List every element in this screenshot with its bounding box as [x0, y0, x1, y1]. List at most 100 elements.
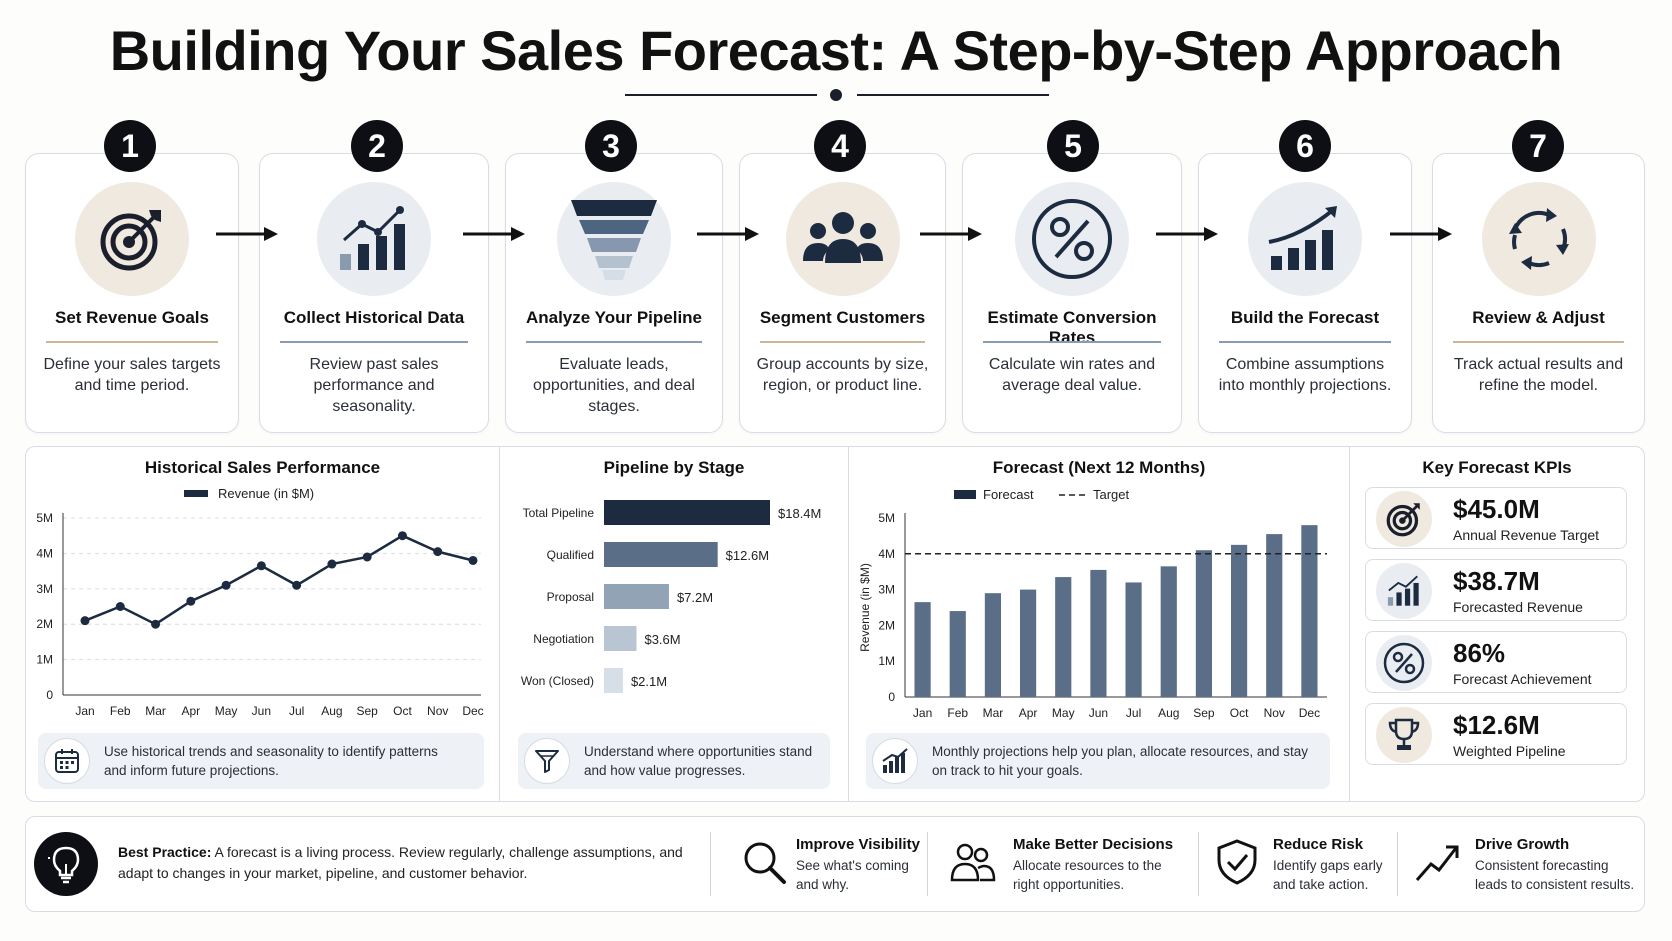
growth-chart-icon: [1248, 182, 1362, 296]
data-point: [186, 596, 196, 606]
y-axis-label: Revenue (in $M): [858, 563, 872, 652]
stage-value: $18.4M: [778, 506, 821, 521]
kpi-card: $12.6M Weighted Pipeline: [1365, 703, 1627, 765]
kpi-label: Forecast Achievement: [1453, 671, 1592, 687]
arrow-right-icon: [1390, 227, 1452, 241]
kpi-value: $12.6M: [1453, 710, 1540, 740]
benefit-desc: Allocate resources to the right opportun…: [1013, 858, 1162, 892]
band-divider: [1198, 832, 1199, 896]
target-icon: [75, 182, 189, 296]
calendar-icon: [44, 738, 90, 784]
kpi-label: Forecasted Revenue: [1453, 599, 1583, 615]
forecast-note: Monthly projections help you plan, alloc…: [866, 733, 1330, 789]
legend-swatch: [184, 490, 208, 497]
step-rule: [280, 341, 468, 343]
cycle-icon: [1481, 182, 1596, 296]
historical-note-text: Use historical trends and seasonality to…: [104, 744, 438, 778]
shield-check-icon: [1217, 839, 1257, 885]
lightbulb-icon: [34, 832, 98, 896]
x-tick-label: Oct: [1230, 706, 1249, 720]
data-point: [468, 555, 478, 565]
x-tick-label: Apr: [1019, 706, 1038, 720]
benefit-desc: Consistent forecasting leads to consiste…: [1475, 858, 1635, 892]
band-divider: [1397, 832, 1398, 896]
x-tick-label: Jan: [75, 704, 94, 718]
stage-label: Negotiation: [533, 632, 594, 646]
benefit-title: Improve Visibility: [796, 836, 920, 853]
step-title: Build the Forecast: [1230, 308, 1380, 327]
stage-bar: [604, 542, 718, 567]
data-point: [362, 552, 372, 562]
kpi-card: $38.7M Forecasted Revenue: [1365, 559, 1627, 621]
legend-label: Forecast: [983, 487, 1034, 502]
step-title: Analyze Your Pipeline: [525, 308, 703, 327]
step-rule: [760, 341, 925, 343]
title-dot: [830, 89, 842, 101]
x-tick-label: Aug: [321, 704, 342, 718]
bar-chart-icon: [872, 738, 918, 784]
benefit-title: Drive Growth: [1475, 836, 1570, 853]
best-practice-text: Best Practice: A forecast is a living pr…: [118, 842, 698, 884]
pipeline-note: Understand where opportunities stand and…: [518, 733, 830, 789]
panel-divider: [499, 446, 500, 802]
step-rule: [983, 341, 1161, 343]
x-tick-label: Dec: [1299, 706, 1320, 720]
arrow-right-icon: [216, 227, 278, 241]
x-tick-label: Dec: [462, 704, 483, 718]
title-rule-right: [857, 94, 1049, 96]
stage-label: Proposal: [547, 590, 594, 604]
step-title: Collect Historical Data: [283, 308, 465, 327]
people-icon: [785, 182, 900, 296]
x-tick-label: Jul: [289, 704, 304, 718]
funnel-icon: [557, 182, 671, 296]
x-tick-label: Sep: [357, 704, 379, 718]
bar-trend-icon: [317, 182, 431, 296]
y-tick-label: 1M: [878, 654, 895, 668]
step-title: Segment Customers: [759, 308, 926, 327]
y-tick-label: 0: [46, 688, 53, 702]
step-desc: Group accounts by size, region, or produ…: [756, 356, 929, 394]
stage-label: Won (Closed): [521, 674, 594, 688]
step-card-5: Estimate Conversion Rates Calculate win …: [962, 153, 1182, 433]
series-line: [84, 534, 474, 626]
step-card-1: Set Revenue Goals Define your sales targ…: [25, 153, 239, 433]
stage-bar: [604, 626, 637, 651]
trophy-icon: [1376, 707, 1432, 763]
forecast-bar: [1090, 569, 1107, 697]
benefit-title: Make Better Decisions: [1013, 836, 1174, 853]
forecast-bar: [949, 611, 966, 697]
kpi-value: $45.0M: [1453, 494, 1540, 524]
benefit-desc: Identify gaps early and take action.: [1273, 858, 1383, 892]
x-tick-label: Aug: [1158, 706, 1179, 720]
x-tick-label: Feb: [110, 704, 131, 718]
pipeline-note-text: Understand where opportunities stand and…: [584, 744, 813, 778]
step-rule: [1219, 341, 1391, 343]
arrow-right-icon: [1156, 227, 1218, 241]
people-icon: [950, 843, 996, 882]
step-number-6: 6: [1279, 120, 1331, 172]
data-point: [221, 580, 231, 590]
historical-title: Historical Sales Performance: [144, 458, 381, 477]
kpi-title: Key Forecast KPIs: [1422, 458, 1572, 477]
step-number-2: 2: [351, 120, 403, 172]
stage-label: Total Pipeline: [523, 506, 595, 520]
kpi-value: 86%: [1453, 638, 1506, 668]
page-title: Building Your Sales Forecast: A Step-by-…: [109, 19, 1563, 82]
step-desc: Define your sales targets and time perio…: [43, 356, 221, 394]
step-desc: Calculate win rates and average deal val…: [988, 356, 1156, 394]
historical-note: Use historical trends and seasonality to…: [38, 733, 484, 789]
arrow-right-icon: [920, 227, 982, 241]
trend-up-icon: [1415, 845, 1459, 881]
y-tick-label: 2M: [878, 618, 895, 632]
benefit-desc: See what's coming and why.: [796, 858, 909, 892]
kpi-card: 86% Forecast Achievement: [1365, 631, 1627, 693]
x-tick-label: Jun: [1089, 706, 1108, 720]
stage-bar: [604, 668, 623, 693]
best-practice-label: Best Practice:: [118, 844, 212, 860]
kpi-label: Annual Revenue Target: [1453, 527, 1600, 543]
kpi-value: $38.7M: [1453, 566, 1540, 596]
percent-icon: [1376, 635, 1432, 691]
best-practice-band: [25, 816, 1645, 912]
forecast-title: Forecast (Next 12 Months): [992, 458, 1206, 477]
step-rule: [46, 341, 218, 343]
